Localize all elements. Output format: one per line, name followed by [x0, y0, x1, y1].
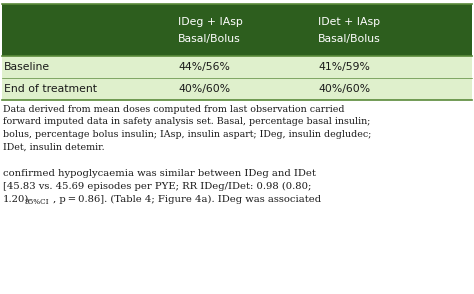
Text: IDet + IAsp: IDet + IAsp [318, 17, 380, 27]
Text: Basal/Bolus: Basal/Bolus [318, 34, 381, 44]
Text: Data derived from mean doses computed from last observation carried: Data derived from mean doses computed fr… [3, 105, 345, 114]
Text: End of treatment: End of treatment [4, 84, 97, 94]
Text: IDeg + IAsp: IDeg + IAsp [178, 17, 243, 27]
Text: , p = 0.86]. (Table 4; Figure 4a). IDeg was associated: , p = 0.86]. (Table 4; Figure 4a). IDeg … [53, 195, 321, 204]
Bar [2, 56, 472, 100]
Text: 40%/60%: 40%/60% [318, 84, 370, 94]
Text: 95%CI: 95%CI [25, 198, 50, 206]
Text: [45.83 vs. 45.69 episodes per PYE; RR IDeg/IDet: 0.98 (0.80;: [45.83 vs. 45.69 episodes per PYE; RR ID… [3, 182, 311, 191]
Text: confirmed hypoglycaemia was similar between IDeg and IDet: confirmed hypoglycaemia was similar betw… [3, 169, 316, 178]
Text: IDet, insulin detemir.: IDet, insulin detemir. [3, 143, 105, 151]
Text: bolus, percentage bolus insulin; IAsp, insulin aspart; IDeg, insulin degludec;: bolus, percentage bolus insulin; IAsp, i… [3, 130, 371, 139]
Text: Basal/Bolus: Basal/Bolus [178, 34, 241, 44]
Text: 44%/56%: 44%/56% [178, 62, 230, 72]
Text: forward imputed data in safety analysis set. Basal, percentage basal insulin;: forward imputed data in safety analysis … [3, 118, 370, 126]
Text: 1.20): 1.20) [3, 195, 29, 204]
Text: 41%/59%: 41%/59% [318, 62, 370, 72]
Bar [2, 4, 472, 56]
Text: Baseline: Baseline [4, 62, 50, 72]
Text: 40%/60%: 40%/60% [178, 84, 230, 94]
